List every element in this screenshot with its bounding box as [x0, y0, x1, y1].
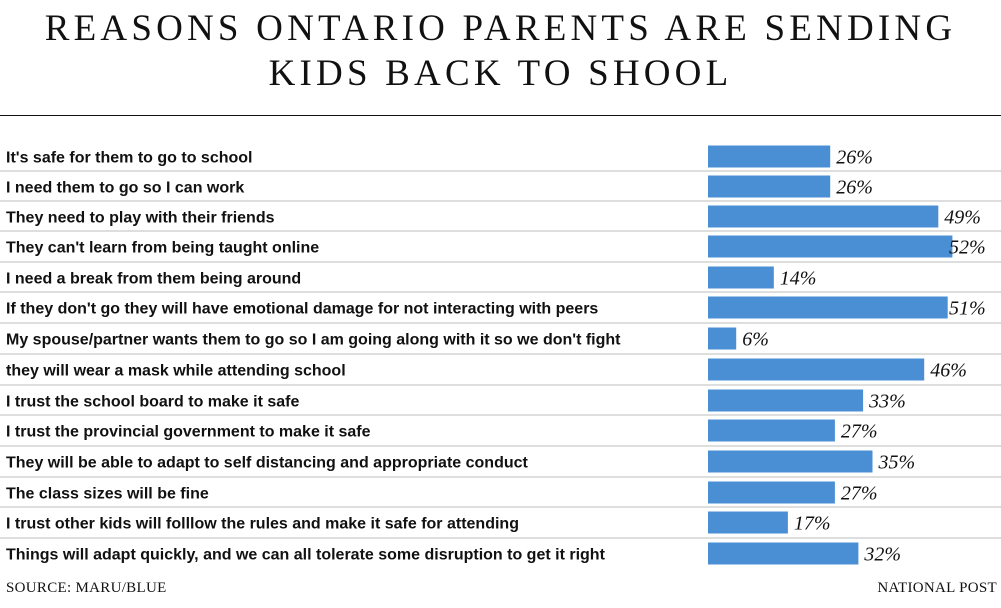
value-label: 49% [944, 207, 981, 229]
bar [708, 389, 864, 412]
bar [708, 419, 835, 442]
bar [708, 205, 939, 228]
value-label: 17% [794, 513, 831, 535]
value-label: 46% [930, 360, 967, 382]
category-label: My spouse/partner wants them to go so I … [6, 332, 621, 349]
bar [708, 266, 774, 289]
chart-title: REASONS ONTARIO PARENTS ARE SENDING KIDS… [44, 8, 957, 94]
bar [708, 358, 925, 381]
category-label: I need them to go so I can work [6, 180, 244, 197]
value-label: 26% [836, 147, 873, 169]
bar [708, 175, 831, 198]
category-label: If they don't go they will have emotiona… [6, 301, 598, 318]
title-divider [0, 115, 1001, 116]
category-label: I trust other kids will folllow the rule… [6, 516, 519, 533]
value-label: 27% [841, 421, 878, 443]
bar [708, 542, 859, 565]
value-label: 35% [878, 452, 916, 474]
value-label: 26% [836, 177, 873, 199]
value-label: 51% [949, 298, 986, 320]
category-label: They can't learn from being taught onlin… [6, 240, 319, 257]
value-label: 32% [863, 544, 901, 566]
category-label: I need a break from them being around [6, 271, 301, 288]
bar [708, 481, 835, 504]
bar [708, 450, 873, 473]
bar [708, 235, 953, 258]
bar [708, 327, 737, 350]
value-label: 33% [868, 391, 906, 413]
value-label: 14% [780, 268, 817, 290]
value-label: 6% [742, 329, 769, 351]
bar [708, 511, 788, 534]
category-label: It's safe for them to go to school [6, 150, 252, 167]
category-label: They need to play with their friends [6, 210, 275, 227]
category-label: Things will adapt quickly, and we can al… [6, 547, 606, 564]
source-note: SOURCE: MARU/BLUE [6, 580, 167, 596]
category-label: I trust the provincial government to mak… [6, 424, 371, 441]
value-label: 27% [841, 483, 878, 505]
category-label: they will wear a mask while attending sc… [6, 363, 346, 380]
category-label: The class sizes will be fine [6, 486, 209, 503]
bar [708, 296, 948, 319]
value-label: 52% [949, 237, 986, 259]
publisher-credit: NATIONAL POST [877, 580, 997, 596]
bar [708, 145, 831, 168]
category-label: I trust the school board to make it safe [6, 394, 299, 411]
category-label: They will be able to adapt to self dista… [6, 455, 529, 472]
